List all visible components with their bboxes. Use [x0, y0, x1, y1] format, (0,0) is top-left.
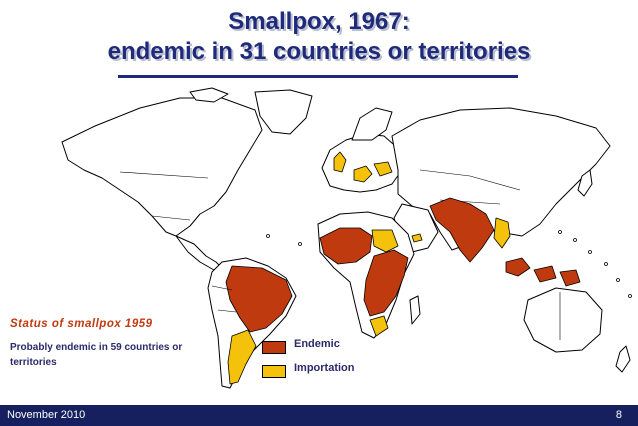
- argentina-importation: [227, 329, 257, 385]
- uk-importation: [333, 151, 347, 173]
- south-asia-endemic: [429, 197, 495, 263]
- footer-bar: November 2010 8: [0, 405, 638, 426]
- indonesia-endemic-3: [559, 269, 581, 287]
- sahel-importation: [371, 229, 399, 253]
- brazil-endemic: [225, 265, 293, 333]
- arctic-islands: [189, 87, 229, 103]
- australia: [523, 287, 603, 353]
- greenland: [254, 89, 313, 135]
- slide-title-line-2: endemic in 31 countries or territories: [107, 38, 531, 65]
- arabia-importation: [411, 233, 423, 243]
- island-5: [616, 278, 620, 282]
- page-number: 8: [615, 409, 622, 421]
- madagascar: [409, 295, 421, 325]
- legend-swatch-importation: [262, 365, 286, 378]
- status-heading: Status of smallpox 1959: [10, 318, 153, 330]
- scandinavia: [351, 107, 393, 141]
- central-europe-importation: [353, 165, 373, 183]
- island-2: [573, 238, 577, 242]
- east-africa-endemic: [363, 249, 409, 317]
- legend-label-importation: Importation: [294, 362, 355, 374]
- island-1: [558, 230, 562, 234]
- title-underline: [118, 75, 518, 78]
- legend-swatch-endemic: [262, 341, 286, 354]
- status-note: Probably endemic in 59 countries or terr…: [10, 342, 183, 368]
- island-8: [266, 234, 270, 238]
- status-panel: Status of smallpox 1959 Probably endemic…: [10, 318, 210, 370]
- island-6: [628, 294, 632, 298]
- legend-label-endemic: Endemic: [294, 338, 340, 350]
- indonesia-endemic-2: [533, 265, 557, 283]
- burma-importation: [493, 217, 511, 249]
- island-4: [604, 262, 608, 266]
- west-africa-endemic: [319, 227, 373, 265]
- island-3: [588, 250, 592, 254]
- slide-title-line-1: Smallpox, 1967:: [228, 8, 410, 35]
- poland-importation: [373, 161, 393, 177]
- north-america: [61, 97, 263, 237]
- world-map: [61, 87, 632, 389]
- footer-date: November 2010: [7, 409, 86, 421]
- central-america: [175, 235, 223, 271]
- japan: [577, 169, 593, 197]
- southern-africa-importation: [369, 315, 389, 337]
- indonesia-endemic-1: [505, 257, 531, 277]
- island-7: [298, 242, 302, 246]
- new-zealand: [615, 345, 631, 373]
